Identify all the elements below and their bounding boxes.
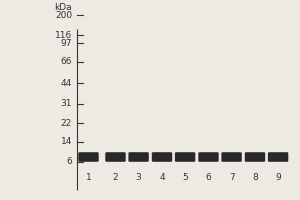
Text: 2: 2 — [113, 172, 118, 182]
Text: 9: 9 — [275, 172, 281, 182]
FancyBboxPatch shape — [245, 152, 265, 162]
Text: 31: 31 — [61, 99, 72, 108]
Text: 97: 97 — [61, 38, 72, 47]
FancyBboxPatch shape — [152, 152, 172, 162]
FancyBboxPatch shape — [78, 152, 99, 162]
Text: 14: 14 — [61, 138, 72, 146]
Text: 8: 8 — [252, 172, 258, 182]
FancyBboxPatch shape — [105, 152, 126, 162]
FancyBboxPatch shape — [175, 152, 195, 162]
Text: 3: 3 — [136, 172, 142, 182]
Text: 6: 6 — [66, 158, 72, 166]
FancyBboxPatch shape — [268, 152, 288, 162]
FancyBboxPatch shape — [198, 152, 219, 162]
Text: 116: 116 — [55, 30, 72, 40]
FancyBboxPatch shape — [128, 152, 149, 162]
Text: 22: 22 — [61, 118, 72, 128]
Text: 200: 200 — [55, 10, 72, 20]
Text: 5: 5 — [182, 172, 188, 182]
Text: 4: 4 — [159, 172, 165, 182]
Text: 44: 44 — [61, 78, 72, 88]
Text: 66: 66 — [61, 58, 72, 66]
Text: 1: 1 — [85, 172, 91, 182]
FancyBboxPatch shape — [221, 152, 242, 162]
Text: 7: 7 — [229, 172, 235, 182]
Text: 6: 6 — [206, 172, 212, 182]
Text: kDa: kDa — [54, 3, 72, 12]
